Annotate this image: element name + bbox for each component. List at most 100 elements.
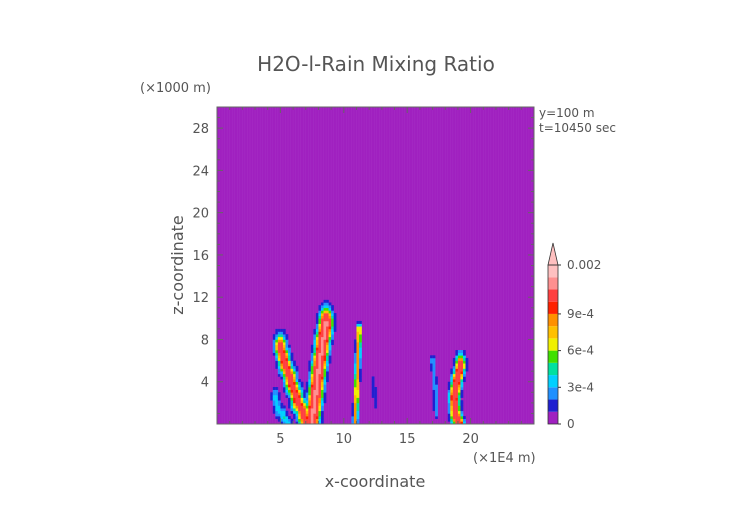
heatmap-cell <box>320 365 324 369</box>
heatmap-cell <box>356 320 360 324</box>
heatmap-cell <box>318 408 322 412</box>
heatmap-cell <box>356 408 360 412</box>
heatmap-cell <box>353 368 357 372</box>
heatmap-cell <box>288 418 291 422</box>
heatmap-cell <box>282 416 286 420</box>
heatmap-cell <box>371 381 375 385</box>
heatmap-cell <box>450 376 454 380</box>
heatmap-cell <box>285 371 289 375</box>
heatmap-cell <box>450 397 454 401</box>
heatmap-cell <box>430 363 433 367</box>
heatmap-cell <box>318 347 322 351</box>
heatmap-cell <box>285 387 289 390</box>
heatmap-cell <box>371 392 375 396</box>
heatmap-cell <box>313 352 317 356</box>
heatmap-cell <box>452 416 456 420</box>
heatmap-cell <box>310 347 314 351</box>
heatmap-cell <box>282 355 286 359</box>
heatmap-cell <box>356 368 360 372</box>
heatmap-cell <box>326 320 329 324</box>
heatmap-cell <box>353 373 357 377</box>
heatmap-cell <box>310 408 314 412</box>
heatmap-cell <box>455 379 459 383</box>
heatmap-cell <box>308 373 312 377</box>
heatmap-cell <box>318 360 322 364</box>
heatmap-cell <box>318 379 322 383</box>
heatmap-cell <box>356 413 360 417</box>
heatmap-cell <box>351 418 355 422</box>
x-tick-label: 20 <box>462 432 479 447</box>
heatmap-cell <box>277 331 281 335</box>
heatmap-cell <box>277 334 281 338</box>
heatmap-cell <box>435 397 438 401</box>
heatmap-cell <box>455 392 459 396</box>
heatmap-cell <box>288 365 291 369</box>
heatmap-cell <box>308 405 312 409</box>
heatmap-cell <box>460 413 464 417</box>
heatmap-cell <box>328 352 332 356</box>
heatmap-cell <box>320 352 324 356</box>
heatmap-cell <box>432 384 436 388</box>
heatmap-cell <box>272 394 276 398</box>
heatmap-cell <box>280 365 284 369</box>
heatmap-cell <box>328 315 332 319</box>
heatmap-cell <box>282 373 286 377</box>
heatmap-cell <box>432 357 436 361</box>
heatmap-cell <box>457 371 461 375</box>
heatmap-cell <box>275 350 279 353</box>
heatmap-cell <box>272 347 276 351</box>
heatmap-cell <box>452 357 456 361</box>
heatmap-cell <box>288 344 291 348</box>
heatmap-cell <box>298 421 301 425</box>
heatmap-cell <box>290 371 294 375</box>
heatmap-cell <box>320 320 324 324</box>
heatmap-cell <box>295 368 299 372</box>
heatmap-cell <box>308 376 312 380</box>
annotation-y: y=100 m <box>539 106 595 120</box>
heatmap-cell <box>323 326 327 330</box>
heatmap-cell <box>457 408 461 412</box>
heatmap-cell <box>315 368 319 372</box>
heatmap-cell <box>275 387 279 390</box>
heatmap-cell <box>288 350 291 353</box>
heatmap-cell <box>290 355 294 359</box>
heatmap-cell <box>290 365 294 369</box>
heatmap-cell <box>285 352 289 356</box>
heatmap-cell <box>288 352 291 356</box>
y-tick-label: 20 <box>192 207 209 222</box>
heatmap-cell <box>455 397 459 401</box>
heatmap-cell <box>326 376 329 380</box>
heatmap-cell <box>290 394 294 398</box>
heatmap-cell <box>285 418 289 422</box>
heatmap-cell <box>318 376 322 380</box>
heatmap-cell <box>432 389 436 393</box>
heatmap-cell <box>455 360 459 364</box>
heatmap-cell <box>374 405 378 409</box>
heatmap-cell <box>356 363 360 367</box>
heatmap-cell <box>275 336 279 340</box>
heatmap-cell <box>280 402 284 406</box>
heatmap-cell <box>457 381 461 385</box>
heatmap-cell <box>290 357 294 361</box>
heatmap-cell <box>288 381 291 385</box>
heatmap-cell <box>331 313 334 316</box>
heatmap-cell <box>288 360 291 364</box>
heatmap-cell <box>323 328 327 332</box>
heatmap-cell <box>353 394 357 398</box>
heatmap-cell <box>313 410 317 414</box>
heatmap-cell <box>308 368 312 372</box>
heatmap-cell <box>356 336 360 340</box>
heatmap-cell <box>310 352 314 356</box>
heatmap-cell <box>282 360 286 364</box>
heatmap-cell <box>318 331 322 335</box>
heatmap-cell <box>457 405 461 409</box>
heatmap-cell <box>462 360 466 364</box>
heatmap-cell <box>277 344 281 348</box>
heatmap-cell <box>320 381 324 385</box>
heatmap-cell <box>308 413 312 417</box>
heatmap-cell <box>280 334 284 338</box>
heatmap-cell <box>450 408 454 412</box>
heatmap-cell <box>282 410 286 414</box>
heatmap-cell <box>457 376 461 380</box>
heatmap-cell <box>435 384 438 388</box>
